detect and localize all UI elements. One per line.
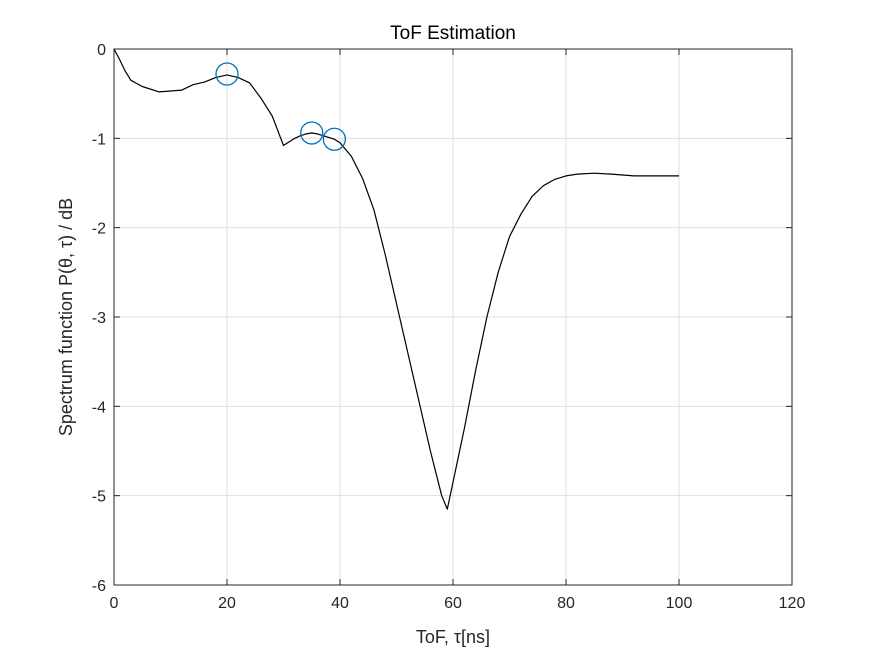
peak-marker xyxy=(322,127,347,151)
peak-marker xyxy=(300,121,324,145)
x-tick-label: 60 xyxy=(444,595,462,612)
chart-title: ToF Estimation xyxy=(390,23,516,44)
y-tick-label: -1 xyxy=(92,131,106,148)
y-axis-label: Spectrum function P(θ, τ) / dB xyxy=(56,198,76,436)
x-tick-labels: 0 20 40 60 80 100 120 xyxy=(110,595,806,612)
y-tick-labels: 0 -1 -2 -3 -4 -5 -6 xyxy=(92,42,106,595)
y-tick-label: -6 xyxy=(92,578,106,595)
plot-border xyxy=(113,48,793,586)
y-tick-label: 0 xyxy=(97,42,106,59)
y-tick-label: -5 xyxy=(92,489,106,506)
y-tick-label: -3 xyxy=(92,310,106,327)
peak-marker xyxy=(215,62,239,86)
x-tick-label: 120 xyxy=(779,595,806,612)
data-series xyxy=(113,48,679,510)
x-axis-label: ToF, τ[ns] xyxy=(416,627,490,647)
x-tick-label: 100 xyxy=(666,595,693,612)
y-tick-label: -2 xyxy=(92,221,106,238)
x-tick-label: 80 xyxy=(557,595,575,612)
peak-markers xyxy=(215,62,347,151)
y-tick-label: -4 xyxy=(92,399,106,416)
x-tick-label: 40 xyxy=(331,595,349,612)
x-tick-label: 0 xyxy=(110,595,119,612)
x-tick-label: 20 xyxy=(218,595,236,612)
grid xyxy=(114,49,792,585)
series-line-0 xyxy=(113,48,679,510)
